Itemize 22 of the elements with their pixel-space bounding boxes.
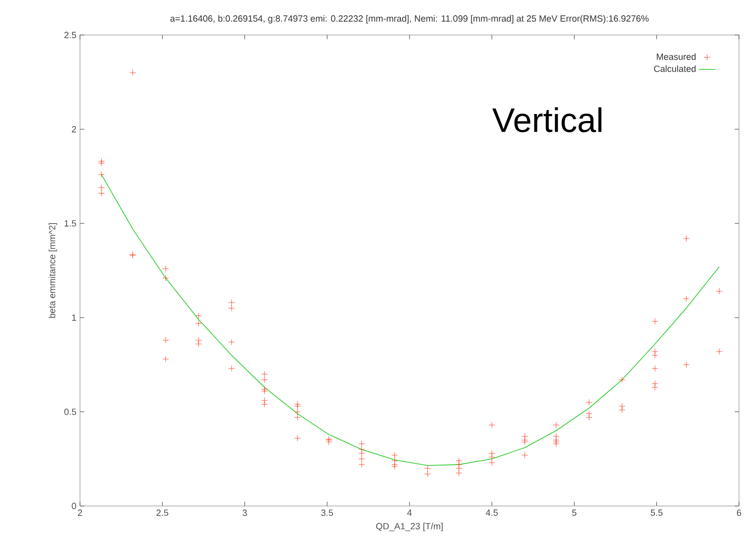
- x-axis-title: QD_A1_23 [T/m]: [376, 522, 443, 532]
- legend-label: Calculated: [654, 65, 696, 72]
- y-axis-title: beta emmitance [mm^2]: [48, 223, 58, 318]
- annotation: Vertical: [492, 107, 602, 132]
- x-tick-label: 4.5: [486, 510, 498, 516]
- x-tick-label: 5: [572, 510, 576, 516]
- y-tick-label: 1.5: [64, 220, 76, 227]
- y-tick-label: 1: [72, 314, 76, 321]
- x-tick-label: 5.5: [650, 510, 663, 516]
- x-tick-label: 2: [78, 510, 82, 516]
- x-tick-label: 4: [407, 510, 412, 516]
- x-tick-label: 6: [736, 510, 742, 516]
- line-series: [101, 174, 720, 466]
- x-tick-label: 2.5: [156, 510, 168, 516]
- legend-label: Measured: [656, 53, 696, 60]
- x-tick-label: 3.5: [321, 510, 334, 516]
- y-tick-label: 0.5: [64, 408, 76, 415]
- y-tick-label: 0: [72, 502, 76, 510]
- y-tick-label: 2: [72, 126, 76, 132]
- y-tick-label: 2.5: [64, 32, 76, 38]
- chart-title: a=1.16406, b:0.269154, g:8.74973 emi: 0.22232 [mm-mrad], Nemi: 11.099 [mm-mrad] at 25 MeV Error(RMS):16.9276%: [170, 15, 649, 24]
- x-tick-label: 3: [242, 510, 247, 516]
